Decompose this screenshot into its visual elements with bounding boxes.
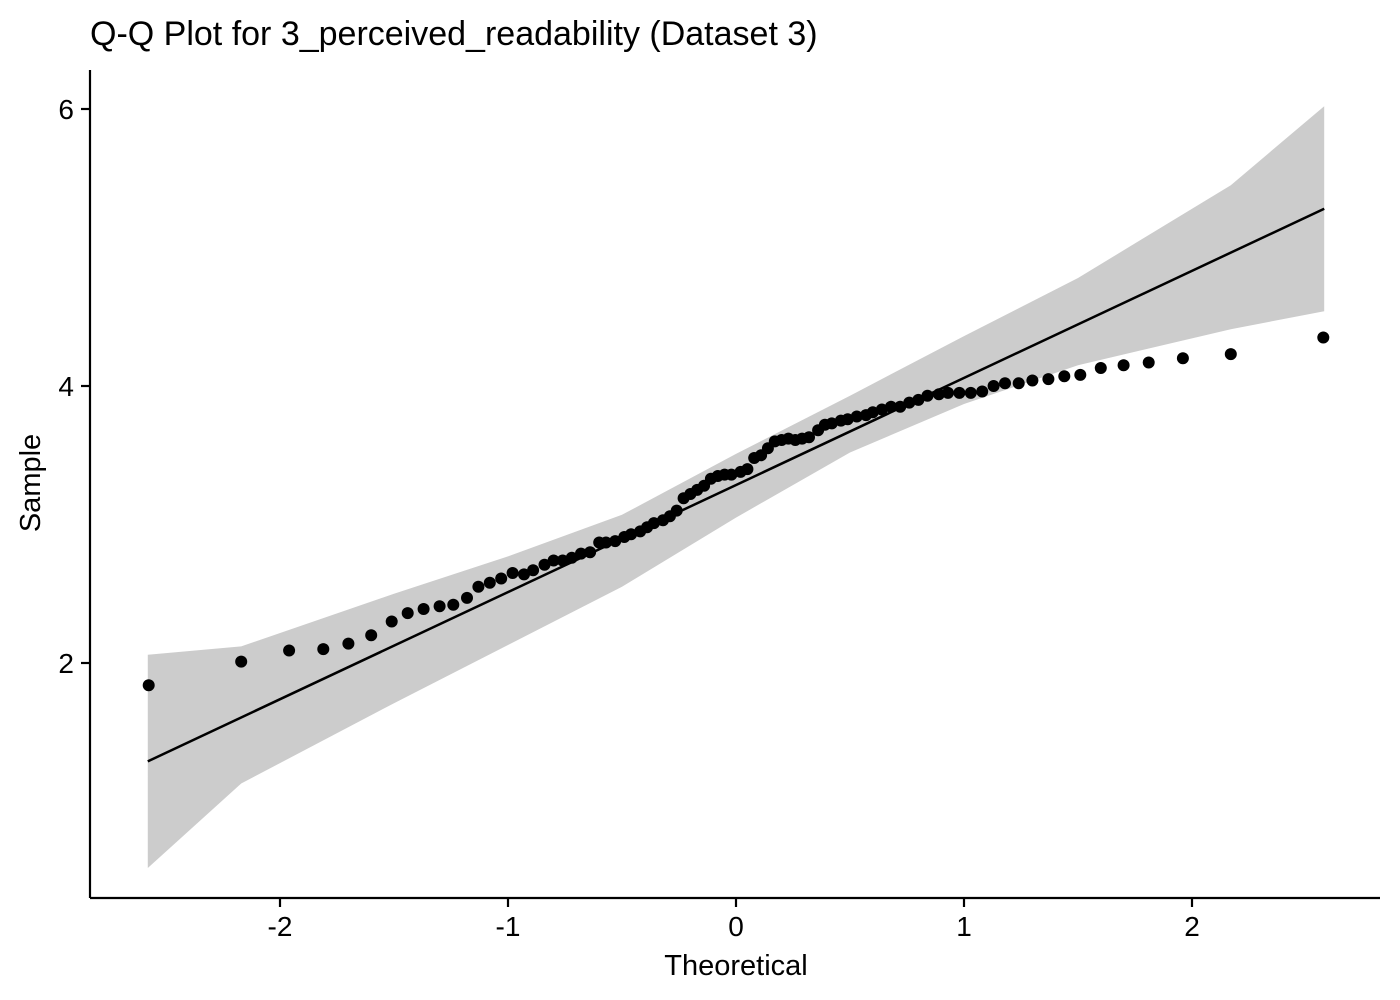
data-point <box>866 406 879 419</box>
data-point <box>365 629 378 642</box>
data-point <box>903 396 916 409</box>
data-point <box>483 576 496 589</box>
data-point <box>921 389 934 402</box>
data-point <box>584 546 597 559</box>
data-point <box>894 400 907 413</box>
plot-area <box>142 106 1330 868</box>
x-axis-ticks: -2 -1 0 1 2 <box>268 898 1200 942</box>
data-point <box>401 607 414 620</box>
data-point <box>803 431 815 444</box>
reference-line <box>147 207 1325 763</box>
data-point <box>912 393 925 406</box>
data-point <box>461 591 473 604</box>
data-point <box>342 637 355 650</box>
data-point <box>942 386 954 399</box>
data-point <box>495 572 508 585</box>
data-point <box>506 567 519 579</box>
data-point <box>417 603 430 615</box>
data-point <box>575 547 587 560</box>
data-point <box>825 417 838 430</box>
data-point <box>625 528 638 541</box>
y-axis-label: Sample <box>15 434 47 532</box>
data-point <box>547 554 560 567</box>
data-point <box>518 568 530 581</box>
data-point <box>741 463 754 476</box>
data-point <box>1026 374 1039 387</box>
data-point <box>1074 368 1087 381</box>
data-point <box>1176 352 1189 365</box>
data-point <box>647 517 660 530</box>
data-point <box>385 615 398 628</box>
data-point <box>1094 362 1107 374</box>
data-point <box>976 385 989 398</box>
confidence-band <box>147 106 1325 868</box>
data-point <box>472 580 485 593</box>
data-point <box>932 388 945 401</box>
data-point <box>556 554 569 567</box>
data-point <box>609 535 622 548</box>
data-point <box>433 600 446 613</box>
x-tick-label: -2 <box>268 911 293 942</box>
data-point <box>235 655 248 668</box>
data-point <box>987 380 1000 392</box>
data-point <box>953 386 966 399</box>
data-point <box>999 377 1011 390</box>
x-axis-label: Theoretical <box>664 950 807 982</box>
data-point <box>600 536 612 549</box>
data-point <box>538 558 551 571</box>
data-point <box>1042 373 1055 386</box>
data-point <box>1142 356 1155 369</box>
y-tick-label: 6 <box>58 94 74 125</box>
chart-title: Q-Q Plot for 3_perceived_readability (Da… <box>90 15 818 53</box>
y-tick-label: 2 <box>58 648 74 679</box>
y-axis-ticks: 2 4 6 <box>58 94 90 679</box>
data-point <box>317 643 330 656</box>
data-point <box>670 504 683 517</box>
data-point <box>142 679 155 692</box>
y-tick-label: 4 <box>58 371 74 402</box>
data-point <box>283 644 296 657</box>
x-tick-label: 0 <box>728 911 744 942</box>
data-point <box>1317 331 1330 344</box>
data-point <box>1058 370 1071 383</box>
x-tick-label: -1 <box>496 911 521 942</box>
data-point <box>885 400 897 413</box>
data-point <box>875 403 888 416</box>
data-point <box>850 410 863 423</box>
data-point <box>964 386 977 399</box>
data-point <box>1224 348 1237 361</box>
data-point <box>1117 359 1130 372</box>
x-tick-label: 2 <box>1184 911 1200 942</box>
x-tick-label: 1 <box>956 911 972 942</box>
sample-points <box>142 331 1330 692</box>
data-point <box>841 413 854 426</box>
data-point <box>565 551 578 564</box>
data-point <box>527 564 540 577</box>
data-point <box>725 468 738 481</box>
data-point <box>1012 377 1025 390</box>
data-point <box>447 598 460 611</box>
